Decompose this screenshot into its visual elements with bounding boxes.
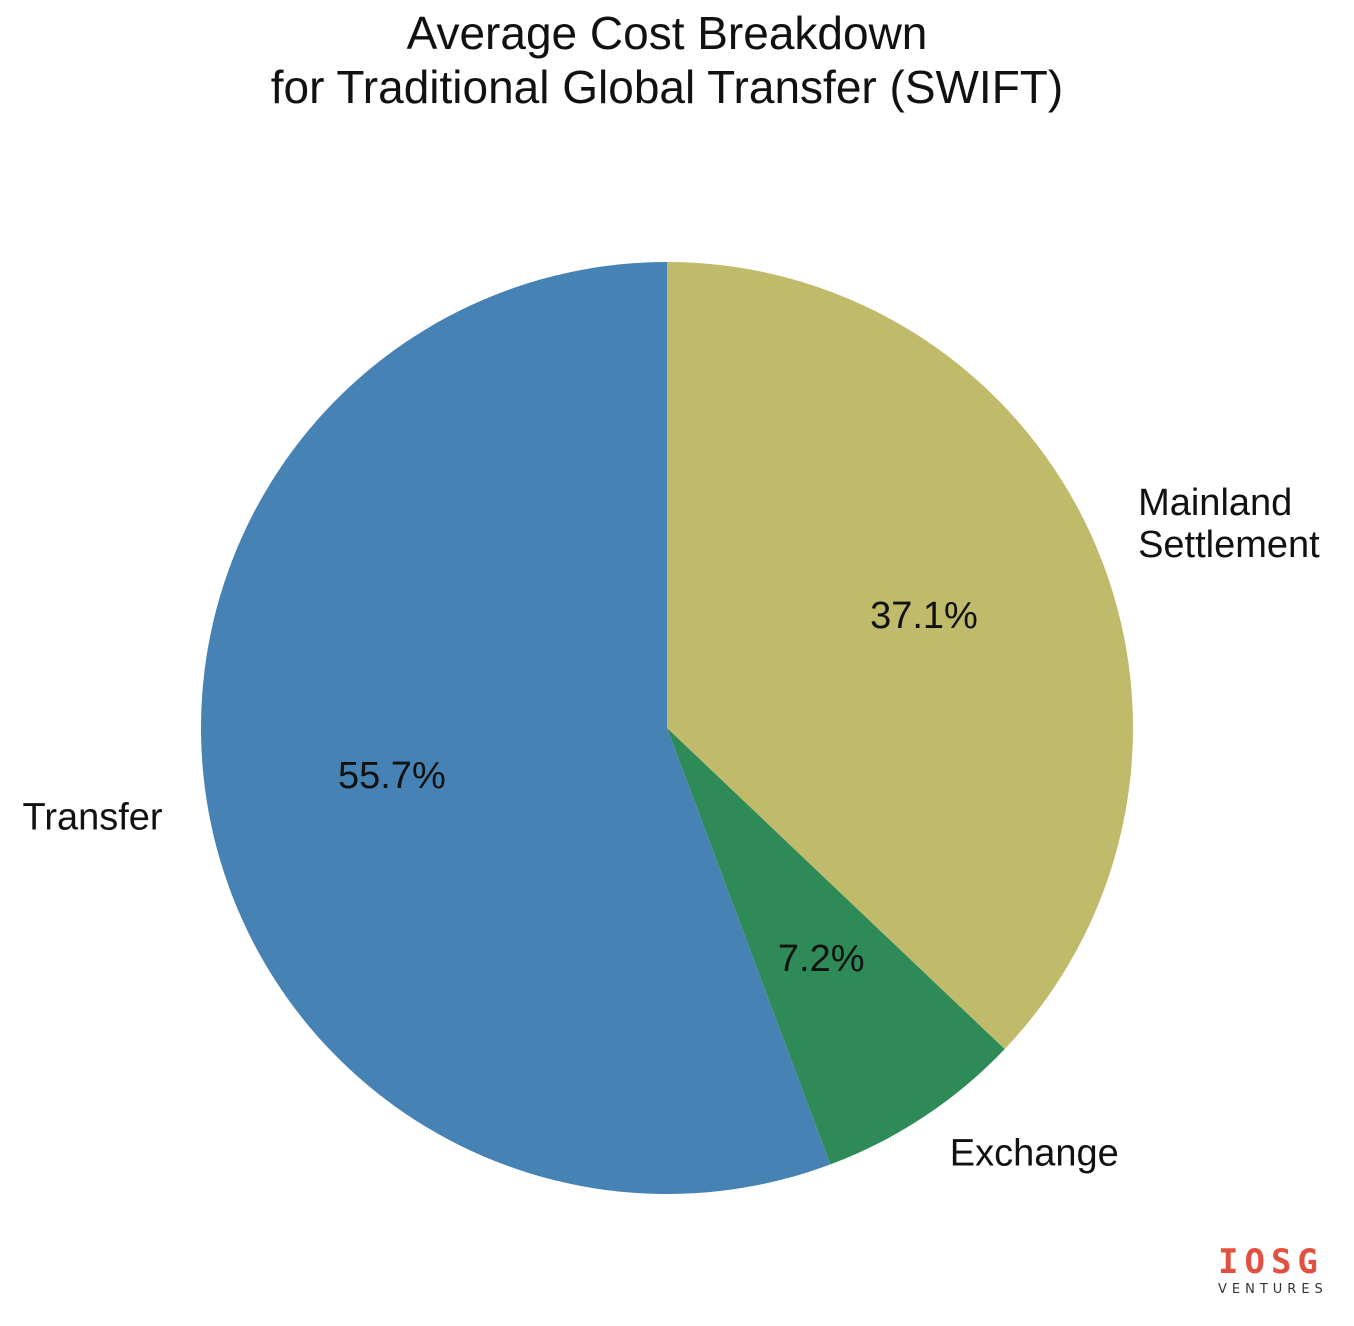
pie-slice-transfer (200, 262, 831, 1194)
pie-labels: 37.1% Mainland Settlement 7.2% Exchange 55.7%… (23, 482, 1321, 1175)
pie-slice-mainland-settlement (667, 262, 1134, 1050)
pie-slices (200, 262, 1134, 1194)
pie-category-label: Transfer (23, 796, 163, 838)
pie-pct-label: 37.1% (870, 595, 978, 637)
pie-category-label: Mainland Settlement (1138, 482, 1320, 566)
chart-title-line-1: Average Cost Breakdown (406, 7, 928, 59)
pie-pct-label: 55.7% (338, 755, 446, 797)
chart-title: Average Cost Breakdown for Traditional G… (0, 6, 1334, 114)
logo-mark: IOSG (1218, 1242, 1324, 1282)
pie-slice-exchange (667, 728, 1005, 1165)
logo-subtext: VENTURES (1218, 1282, 1328, 1297)
chart-title-line-2: for Traditional Global Transfer (SWIFT) (270, 61, 1064, 113)
pie-category-label: Exchange (950, 1133, 1119, 1175)
pie-pct-label: 7.2% (778, 938, 865, 980)
iosg-ventures-logo: IOSG VENTURES (1218, 1244, 1330, 1300)
